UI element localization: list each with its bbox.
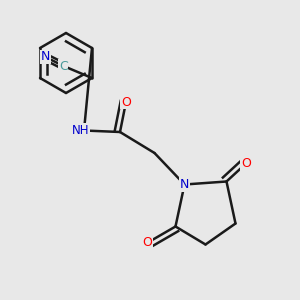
Text: O: O bbox=[121, 95, 131, 109]
Text: C: C bbox=[59, 59, 68, 73]
Text: O: O bbox=[241, 157, 251, 170]
Text: N: N bbox=[41, 50, 50, 64]
Text: N: N bbox=[180, 178, 189, 191]
Text: O: O bbox=[142, 236, 152, 250]
Text: NH: NH bbox=[72, 124, 90, 137]
